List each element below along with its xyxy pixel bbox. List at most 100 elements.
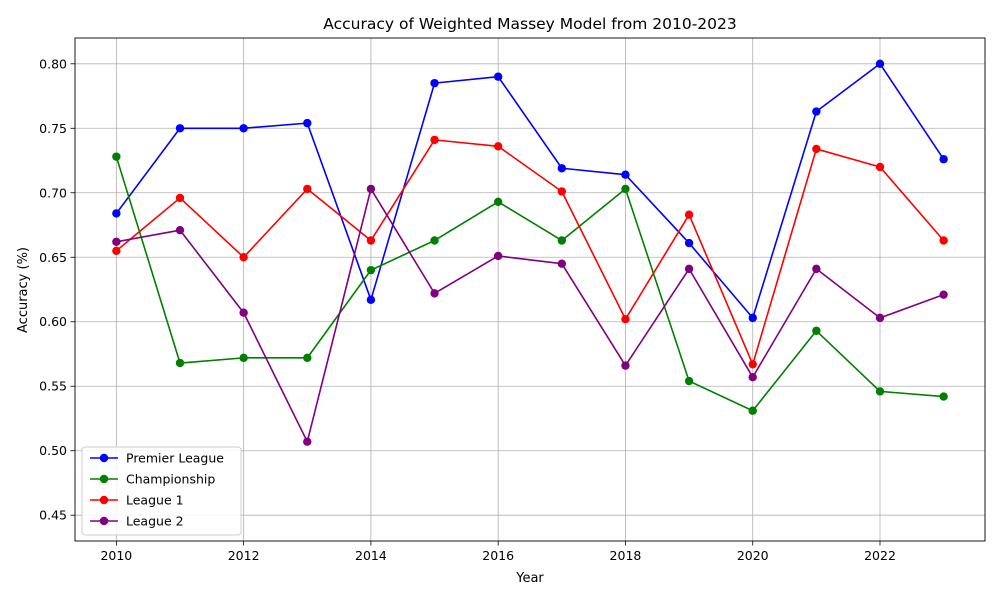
data-point-league-1 bbox=[557, 187, 567, 196]
data-point-championship bbox=[748, 406, 757, 415]
data-point-league-1 bbox=[875, 162, 885, 172]
x-tick-label: 2020 bbox=[737, 548, 769, 563]
data-point-championship bbox=[875, 387, 885, 396]
data-point-premier-league bbox=[366, 295, 376, 305]
series-layer bbox=[112, 59, 948, 446]
x-axis-label: Year bbox=[515, 571, 544, 586]
legend-swatch-marker bbox=[99, 453, 109, 463]
y-tick-label: 0.80 bbox=[39, 56, 67, 71]
legend-item-premier-league: Premier League bbox=[90, 451, 224, 466]
data-point-premier-league bbox=[239, 124, 248, 133]
data-point-premier-league bbox=[939, 155, 948, 164]
legend-swatch-marker bbox=[99, 516, 109, 526]
data-point-championship bbox=[493, 197, 503, 206]
data-point-league-1 bbox=[812, 144, 821, 154]
data-point-championship bbox=[175, 358, 185, 368]
series-championship bbox=[112, 152, 948, 415]
data-point-league-2 bbox=[812, 264, 821, 274]
data-point-league-1 bbox=[493, 142, 503, 151]
legend-swatch-marker bbox=[99, 495, 109, 505]
series-line-league-1 bbox=[115, 139, 945, 366]
data-point-league-1 bbox=[112, 246, 121, 256]
data-point-premier-league bbox=[303, 118, 312, 128]
y-tick-label: 0.55 bbox=[39, 379, 67, 394]
data-point-league-1 bbox=[430, 135, 439, 145]
legend-item-league-2: League 2 bbox=[90, 514, 184, 529]
data-point-premier-league bbox=[684, 238, 694, 248]
series-line-premier-league bbox=[115, 62, 945, 319]
data-point-league-1 bbox=[239, 253, 248, 262]
data-point-championship bbox=[621, 184, 630, 194]
y-axis-label: Accuracy (%) bbox=[16, 247, 31, 333]
data-point-league-2 bbox=[493, 251, 503, 261]
data-point-championship bbox=[366, 265, 376, 275]
chart-title: Accuracy of Weighted Massey Model from 2… bbox=[323, 15, 736, 33]
y-tick-label: 0.65 bbox=[39, 250, 67, 265]
data-point-premier-league bbox=[812, 107, 821, 116]
legend: Premier League Championship League 1 League… bbox=[81, 446, 242, 536]
data-point-premier-league bbox=[875, 59, 885, 68]
data-point-championship bbox=[939, 392, 948, 401]
data-point-league-2 bbox=[875, 313, 885, 323]
data-point-league-2 bbox=[621, 361, 630, 370]
x-tick-label: 2018 bbox=[610, 548, 642, 563]
data-point-championship bbox=[812, 326, 821, 335]
data-point-premier-league bbox=[748, 313, 757, 323]
series-league-2 bbox=[112, 184, 948, 446]
data-point-league-2 bbox=[303, 437, 312, 446]
data-point-league-2 bbox=[430, 289, 439, 298]
data-point-league-1 bbox=[175, 193, 185, 203]
data-point-league-2 bbox=[939, 290, 948, 299]
legend-item-championship: Championship bbox=[90, 472, 215, 487]
data-point-premier-league bbox=[621, 170, 630, 179]
series-line-championship bbox=[115, 156, 944, 412]
data-point-league-2 bbox=[112, 237, 121, 246]
data-point-championship bbox=[684, 376, 694, 386]
data-point-league-1 bbox=[748, 360, 757, 369]
x-tick-label: 2016 bbox=[482, 548, 514, 563]
data-point-championship bbox=[112, 152, 121, 161]
data-point-championship bbox=[303, 353, 312, 363]
x-tick-label: 2014 bbox=[355, 548, 387, 563]
data-point-league-2 bbox=[366, 184, 376, 194]
data-point-league-2 bbox=[748, 373, 757, 382]
legend-label: League 2 bbox=[126, 514, 184, 529]
data-point-league-1 bbox=[684, 210, 694, 219]
plot-frame bbox=[74, 37, 986, 542]
data-point-league-2 bbox=[239, 308, 248, 317]
series-premier-league bbox=[112, 59, 948, 323]
data-point-league-2 bbox=[175, 225, 185, 235]
legend-item-league-1: League 1 bbox=[90, 493, 184, 508]
x-tick-label: 2022 bbox=[864, 548, 896, 563]
legend-label: Premier League bbox=[126, 451, 224, 466]
y-tick-label: 0.75 bbox=[39, 121, 67, 136]
x-tick-label: 2010 bbox=[100, 548, 132, 563]
data-point-league-1 bbox=[621, 314, 630, 324]
data-point-championship bbox=[239, 353, 248, 363]
data-point-league-1 bbox=[303, 184, 312, 194]
legend-label: League 1 bbox=[126, 493, 184, 508]
data-point-league-1 bbox=[366, 236, 376, 245]
y-tick-label: 0.50 bbox=[39, 443, 67, 458]
y-tick-label: 0.70 bbox=[39, 185, 67, 200]
data-point-premier-league bbox=[430, 78, 439, 88]
legend-label: Championship bbox=[126, 472, 215, 487]
data-point-championship bbox=[557, 236, 567, 245]
data-point-league-1 bbox=[939, 236, 948, 245]
y-tick-label: 0.45 bbox=[39, 508, 67, 523]
legend-box bbox=[81, 446, 242, 536]
series-line-league-2 bbox=[116, 188, 944, 443]
y-tick-label: 0.60 bbox=[39, 314, 67, 329]
data-point-championship bbox=[430, 236, 439, 245]
data-point-premier-league bbox=[112, 209, 121, 218]
data-point-league-2 bbox=[557, 259, 567, 268]
x-tick-label: 2012 bbox=[228, 548, 260, 563]
data-point-premier-league bbox=[557, 164, 567, 173]
data-point-league-2 bbox=[684, 264, 694, 274]
data-point-premier-league bbox=[175, 124, 185, 133]
axes: 2010 2012 2014 2016 2018 2020 2022 0.45 0.50 0.55… bbox=[39, 56, 896, 563]
legend-swatch-marker bbox=[99, 474, 109, 484]
series-league-1 bbox=[112, 135, 948, 369]
